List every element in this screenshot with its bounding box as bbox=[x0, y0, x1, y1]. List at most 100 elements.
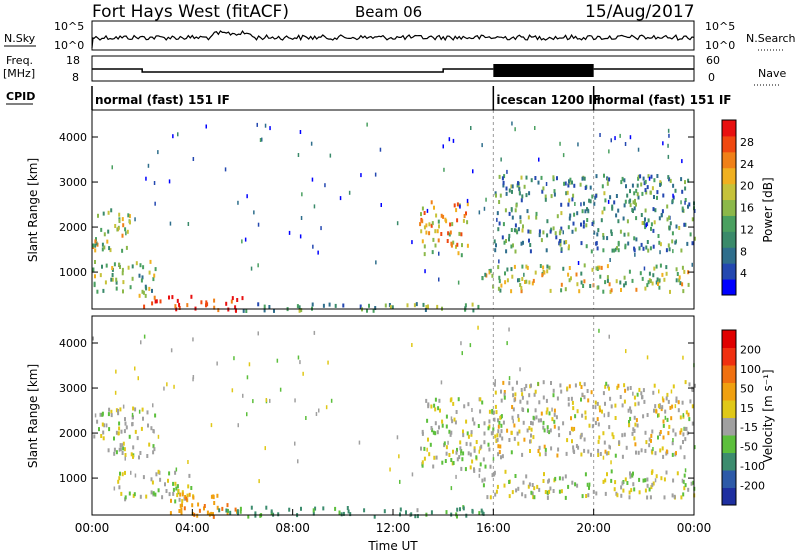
heatmap-cell bbox=[537, 381, 539, 386]
heatmap-cell bbox=[157, 469, 160, 474]
heatmap-cell bbox=[452, 449, 454, 454]
heatmap-cell bbox=[566, 438, 569, 443]
heatmap-cell bbox=[566, 190, 569, 195]
heatmap-cell bbox=[339, 196, 342, 201]
heatmap-cell bbox=[635, 287, 638, 292]
heatmap-cell bbox=[605, 381, 608, 386]
heatmap-cell bbox=[644, 188, 647, 193]
heatmap-cell bbox=[300, 506, 302, 511]
heatmap-cell bbox=[545, 248, 548, 253]
heatmap-cell bbox=[499, 288, 502, 293]
heatmap-cell bbox=[481, 478, 484, 483]
heatmap-cell bbox=[478, 449, 480, 454]
heatmap-cell bbox=[668, 247, 671, 252]
heatmap-cell bbox=[683, 455, 686, 460]
heatmap-cell bbox=[642, 388, 645, 393]
heatmap-cell bbox=[504, 208, 507, 213]
heatmap-cell bbox=[165, 489, 168, 493]
heatmap-cell bbox=[596, 401, 599, 406]
heatmap-cell bbox=[560, 288, 563, 293]
heatmap-cell bbox=[499, 433, 502, 438]
heatmap-cell bbox=[510, 184, 513, 189]
heatmap-cell bbox=[128, 214, 131, 219]
heatmap-cell bbox=[580, 385, 583, 389]
heatmap-cell bbox=[690, 481, 693, 486]
heatmap-cell bbox=[542, 395, 545, 400]
heatmap-cell bbox=[595, 266, 598, 271]
heatmap-cell bbox=[128, 491, 131, 496]
freq-label-line2: [MHz] bbox=[3, 67, 35, 80]
heatmap-cell bbox=[491, 431, 494, 436]
heatmap-cell bbox=[571, 480, 574, 485]
heatmap-cell bbox=[188, 473, 191, 478]
heatmap-cell bbox=[546, 269, 549, 274]
heatmap-cell bbox=[499, 193, 502, 198]
heatmap-cell bbox=[488, 270, 491, 275]
colorbar-swatch bbox=[722, 120, 736, 137]
heatmap-cell bbox=[483, 431, 486, 436]
heatmap-cell bbox=[153, 447, 156, 452]
heatmap-cell bbox=[445, 451, 448, 456]
heatmap-cell bbox=[132, 445, 135, 450]
heatmap-cell bbox=[663, 477, 666, 482]
heatmap-cell bbox=[224, 167, 227, 172]
heatmap-cell bbox=[148, 442, 151, 447]
heatmap-cell bbox=[653, 383, 656, 388]
heatmap-cell bbox=[606, 264, 609, 269]
heatmap-cell bbox=[494, 248, 497, 253]
heatmap-cell bbox=[560, 226, 563, 231]
heatmap-cell bbox=[525, 383, 528, 388]
heatmap-cell bbox=[636, 183, 639, 188]
heatmap-cell bbox=[95, 237, 97, 242]
heatmap-cell bbox=[192, 377, 194, 382]
heatmap-cell bbox=[525, 279, 528, 284]
heatmap-cell bbox=[610, 232, 613, 236]
heatmap-cell bbox=[498, 221, 501, 226]
heatmap-cell bbox=[124, 421, 127, 426]
heatmap-cell bbox=[420, 212, 422, 217]
heatmap-cell bbox=[627, 232, 630, 237]
heatmap-cell bbox=[177, 489, 180, 493]
heatmap-cell bbox=[168, 179, 171, 184]
heatmap-cell bbox=[638, 246, 641, 251]
heatmap-cell bbox=[604, 384, 607, 389]
heatmap-cell bbox=[615, 279, 618, 284]
heatmap-cell bbox=[540, 411, 543, 416]
heatmap-cell bbox=[514, 127, 516, 132]
heatmap-cell bbox=[154, 413, 157, 418]
heatmap-cell bbox=[257, 222, 260, 227]
heatmap-cell bbox=[511, 490, 514, 495]
heatmap-cell bbox=[649, 246, 652, 251]
heatmap-cell bbox=[576, 409, 579, 414]
nave-tick-low: 0 bbox=[708, 71, 715, 84]
nsearch-tick-high: 10^5 bbox=[705, 20, 735, 33]
heatmap-cell bbox=[653, 408, 655, 413]
heatmap-cell bbox=[666, 204, 669, 209]
heatmap-cell bbox=[599, 133, 601, 137]
heatmap-cell bbox=[494, 191, 497, 196]
heatmap-cell bbox=[653, 266, 656, 271]
heatmap-cell bbox=[607, 199, 610, 204]
heatmap-cell bbox=[542, 380, 545, 385]
heatmap-cell bbox=[446, 239, 449, 243]
heatmap-cell bbox=[493, 417, 496, 422]
heatmap-cell bbox=[568, 198, 571, 203]
heatmap-cell bbox=[656, 277, 659, 282]
heatmap-cell bbox=[470, 430, 473, 435]
heatmap-cell bbox=[269, 398, 271, 403]
heatmap-cell bbox=[681, 206, 684, 211]
heatmap-cell bbox=[497, 452, 500, 457]
heatmap-cell bbox=[315, 412, 318, 416]
heatmap-cell bbox=[168, 471, 171, 476]
colorbar-tick-label: 15 bbox=[740, 402, 754, 415]
heatmap-cell bbox=[538, 233, 541, 238]
heatmap-cell bbox=[659, 263, 662, 268]
heatmap-cell bbox=[635, 216, 638, 221]
heatmap-cell bbox=[127, 265, 130, 270]
heatmap-cell bbox=[501, 235, 504, 240]
heatmap-cell bbox=[631, 473, 634, 478]
heatmap-cell bbox=[133, 492, 136, 497]
heatmap-cell bbox=[672, 438, 674, 442]
heatmap-cell bbox=[139, 451, 142, 455]
